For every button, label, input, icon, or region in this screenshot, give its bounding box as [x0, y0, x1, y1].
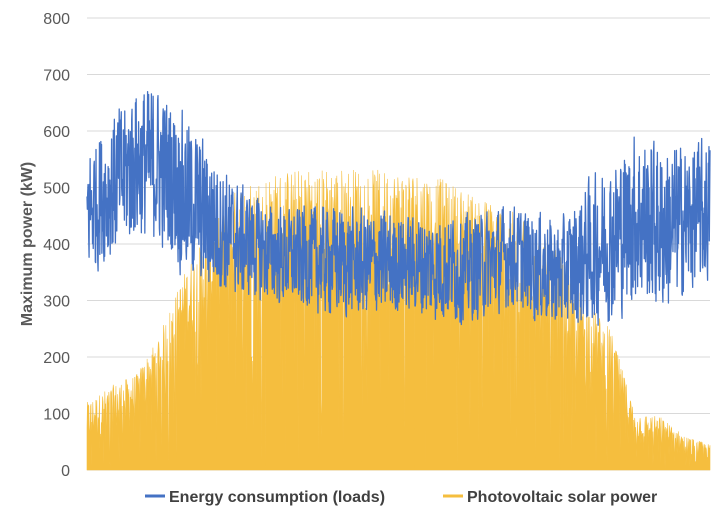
y-tick-label: 400	[43, 237, 70, 254]
legend-label-pv: Photovoltaic solar power	[467, 489, 657, 506]
y-tick-label: 700	[43, 68, 70, 85]
y-tick-label: 300	[43, 294, 70, 311]
y-tick-label: 600	[43, 124, 70, 141]
y-tick-label: 100	[43, 407, 70, 424]
legend-label-loads: Energy consumption (loads)	[169, 489, 385, 506]
y-tick-label: 800	[43, 11, 70, 28]
load-line	[86, 90, 711, 326]
y-tick-labels: 0 100 200 300 400 500 600 700 800	[43, 11, 70, 480]
y-tick-label: 200	[43, 350, 70, 367]
legend: Energy consumption (loads) Photovoltaic …	[145, 489, 657, 506]
y-axis-label: Maximum power (kW)	[19, 162, 36, 326]
y-tick-label: 0	[61, 463, 70, 480]
y-tick-label: 500	[43, 181, 70, 198]
load-series	[86, 90, 711, 326]
